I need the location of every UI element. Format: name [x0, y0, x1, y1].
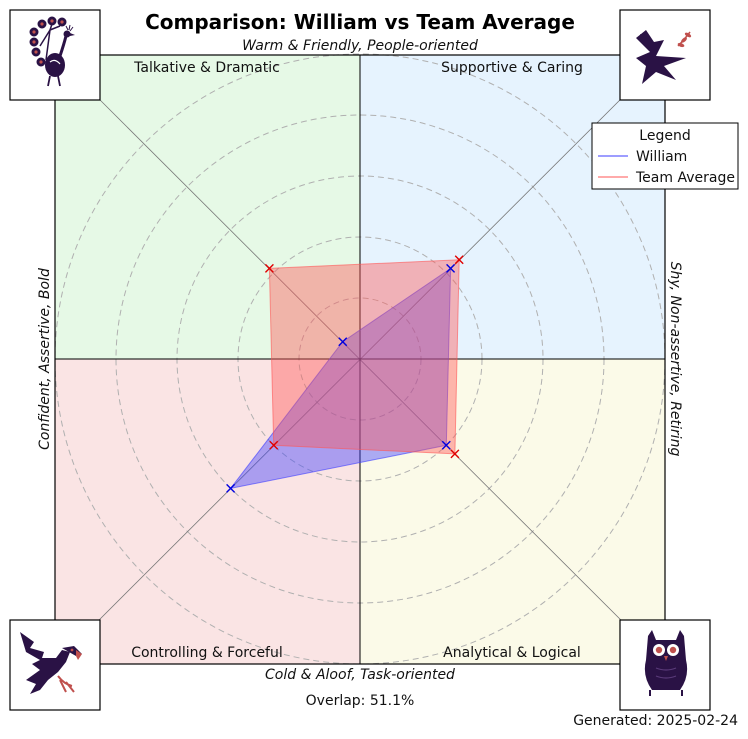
legend-label-team-average: Team Average: [635, 170, 735, 186]
plot-border: [54, 54, 666, 665]
axis-label-top: Warm & Friendly, People-oriented: [242, 38, 478, 54]
series-1-point-1: [450, 449, 460, 459]
series-0-point-3: [338, 337, 348, 347]
quadrant-label-top-right: Supportive & Caring: [441, 60, 583, 76]
center-axes: [55, 55, 665, 664]
series-0-point-2: [226, 483, 236, 493]
series-0-point-1: [441, 440, 451, 450]
peacock-icon: [9, 9, 101, 101]
chart-title: Comparison: William vs Team Average: [145, 10, 575, 34]
series-1-point-3: [264, 263, 274, 273]
series-0-point-0: [446, 263, 456, 273]
dove-icon: [619, 9, 711, 101]
legend-label-william: William: [636, 149, 687, 165]
overlap-text: Overlap: 51.1%: [306, 693, 415, 709]
owl-icon: [619, 619, 711, 711]
series-1-point-2: [269, 440, 279, 450]
axis-label-right: Shy, Non-assertive, Retiring: [667, 262, 683, 457]
quadrant-label-bottom-right: Analytical & Logical: [443, 645, 581, 661]
quadrant-label-bottom-left: Controlling & Forceful: [131, 645, 283, 661]
eagle-icon: [9, 619, 101, 711]
legend: Legend William Team Average: [591, 122, 739, 190]
quadrant-label-top-left: Talkative & Dramatic: [133, 60, 280, 76]
axis-label-bottom: Cold & Aloof, Task-oriented: [265, 667, 455, 683]
series-1-point-0: [454, 255, 464, 265]
axis-label-left: Confident, Assertive, Bold: [37, 268, 53, 450]
legend-title: Legend: [639, 128, 690, 144]
generated-date: Generated: 2025-02-24: [573, 713, 738, 729]
series-layer: [226, 255, 464, 493]
series-polygon-1: [268, 259, 460, 455]
